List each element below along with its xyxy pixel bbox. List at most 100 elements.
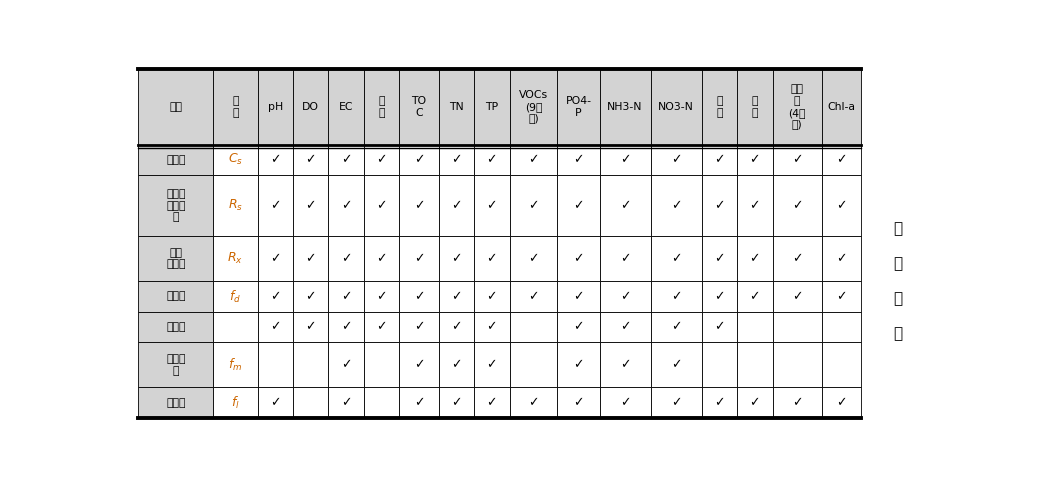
Bar	[399, 69, 439, 145]
Bar	[510, 281, 557, 312]
Text: ✓: ✓	[528, 153, 539, 166]
Bar	[737, 175, 772, 236]
Bar	[510, 342, 557, 388]
Bar	[257, 312, 293, 342]
Text: 직선성: 직선성	[166, 398, 185, 408]
Bar	[474, 236, 510, 281]
Text: 약
어: 약 어	[232, 96, 239, 118]
Text: ✓: ✓	[573, 153, 584, 166]
Bar	[701, 69, 737, 145]
Bar	[557, 388, 599, 418]
Bar	[650, 175, 701, 236]
Text: ✓: ✓	[341, 358, 351, 371]
Text: ✓: ✓	[414, 199, 424, 212]
Text: ✓: ✓	[792, 290, 802, 303]
Bar	[821, 69, 861, 145]
Bar	[821, 388, 861, 418]
Text: ✓: ✓	[341, 290, 351, 303]
Bar	[293, 342, 328, 388]
Text: ✓: ✓	[714, 321, 724, 334]
Bar	[139, 342, 214, 388]
Text: ✓: ✓	[414, 321, 424, 334]
Bar	[214, 388, 257, 418]
Bar	[328, 145, 364, 175]
Bar	[399, 175, 439, 236]
Text: ✓: ✓	[451, 252, 462, 265]
Text: ✓: ✓	[620, 153, 630, 166]
Text: ✓: ✓	[341, 199, 351, 212]
Bar	[557, 342, 599, 388]
Bar	[364, 281, 399, 312]
Bar	[599, 342, 650, 388]
Text: ✓: ✓	[305, 290, 316, 303]
Bar	[214, 145, 257, 175]
Bar	[139, 281, 214, 312]
Text: ✓: ✓	[573, 252, 584, 265]
Bar	[257, 388, 293, 418]
Text: 수
온: 수 온	[378, 96, 384, 118]
Bar	[399, 388, 439, 418]
Text: 안정성: 안정성	[166, 322, 185, 332]
Text: $f_l$: $f_l$	[231, 395, 240, 411]
Bar	[821, 145, 861, 175]
Text: ✓: ✓	[620, 290, 630, 303]
Bar	[821, 281, 861, 312]
Text: ✓: ✓	[620, 199, 630, 212]
Bar	[599, 145, 650, 175]
Text: ✓: ✓	[573, 199, 584, 212]
Bar	[399, 342, 439, 388]
Bar	[257, 145, 293, 175]
Text: ✓: ✓	[671, 199, 681, 212]
Bar	[772, 281, 821, 312]
Text: ✓: ✓	[671, 396, 681, 409]
Text: ✓: ✓	[451, 153, 462, 166]
Bar	[599, 281, 650, 312]
Bar	[701, 175, 737, 236]
Bar	[328, 69, 364, 145]
Bar	[328, 236, 364, 281]
Bar	[293, 281, 328, 312]
Text: 매질효
과: 매질효 과	[166, 354, 185, 375]
Text: ✓: ✓	[305, 153, 316, 166]
Bar	[257, 342, 293, 388]
Bar	[439, 312, 474, 342]
Bar	[293, 175, 328, 236]
Text: ✓: ✓	[341, 396, 351, 409]
Text: ✓: ✓	[270, 290, 280, 303]
Text: ✓: ✓	[714, 153, 724, 166]
Bar	[701, 312, 737, 342]
Bar	[328, 312, 364, 342]
Bar	[557, 145, 599, 175]
Text: 정확성: 정확성	[166, 155, 185, 165]
Text: ✓: ✓	[451, 199, 462, 212]
Bar	[557, 281, 599, 312]
Bar	[139, 69, 214, 145]
Bar	[510, 145, 557, 175]
Bar	[257, 281, 293, 312]
Text: ✓: ✓	[487, 321, 497, 334]
Text: ✓: ✓	[270, 321, 280, 334]
Text: ✓: ✓	[270, 153, 280, 166]
Bar	[557, 236, 599, 281]
Bar	[214, 312, 257, 342]
Bar	[439, 69, 474, 145]
Bar	[293, 236, 328, 281]
Text: VOCs
(9항
목): VOCs (9항 목)	[519, 90, 548, 123]
Bar	[439, 342, 474, 388]
Bar	[399, 236, 439, 281]
Bar	[474, 69, 510, 145]
Text: ✓: ✓	[341, 321, 351, 334]
Bar	[257, 236, 293, 281]
Bar	[557, 175, 599, 236]
Bar	[399, 281, 439, 312]
Bar	[737, 145, 772, 175]
Bar	[701, 342, 737, 388]
Text: ✓: ✓	[714, 396, 724, 409]
Bar	[474, 175, 510, 236]
Text: NO3-N: NO3-N	[659, 102, 694, 112]
Text: NH3-N: NH3-N	[607, 102, 643, 112]
Bar	[701, 236, 737, 281]
Bar	[214, 281, 257, 312]
Bar	[599, 69, 650, 145]
Text: ✓: ✓	[671, 321, 681, 334]
